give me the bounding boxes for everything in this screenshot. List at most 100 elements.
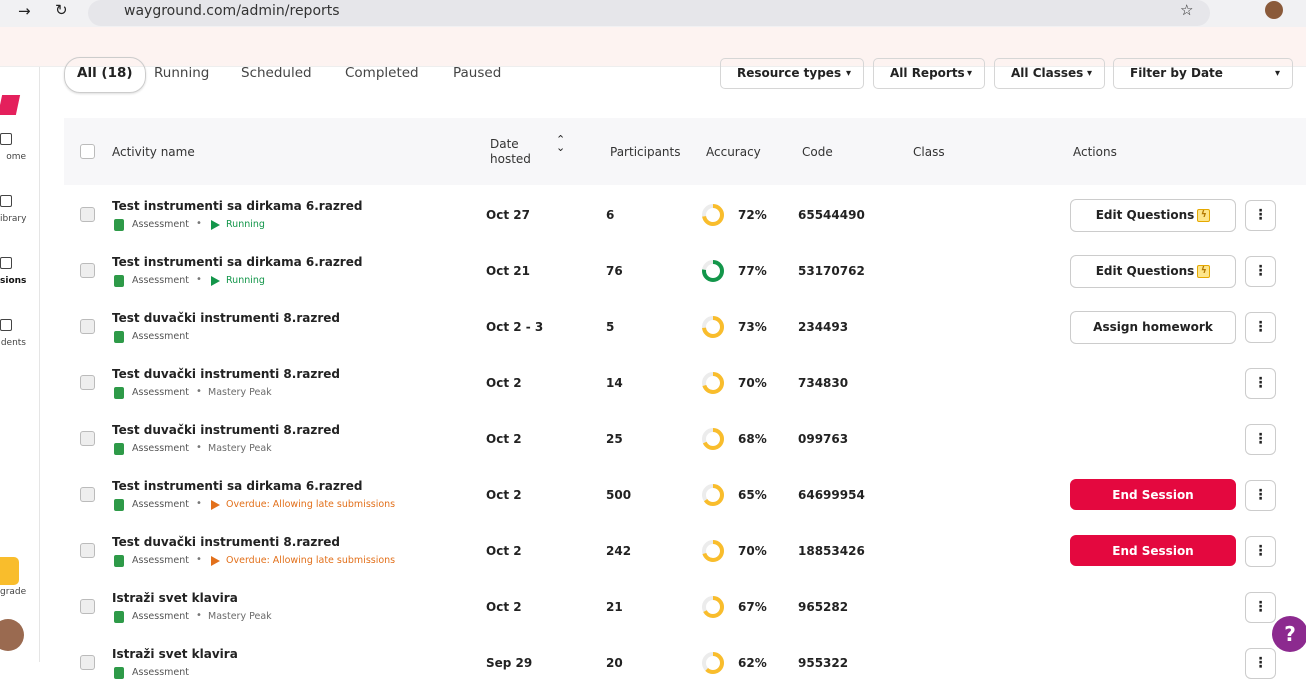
more-menu[interactable]: ⋮ [1245,256,1276,287]
separator-dot: • [196,274,202,285]
column-header: Date hosted [490,137,531,166]
activity-type: Assessment [132,443,189,454]
date-hosted: Oct 2 [486,488,522,502]
sort-icon[interactable]: ⌃ ⌄ [556,133,566,154]
more-menu[interactable]: ⋮ [1245,536,1276,567]
tab[interactable]: Paused [453,65,502,81]
more-menu[interactable]: ⋮ [1245,648,1276,679]
accuracy: 70% [738,376,767,390]
row-checkbox[interactable] [80,543,95,558]
action-button[interactable]: Edit Questions ϟ [1070,199,1236,232]
ring-arc [702,484,724,506]
select-all-checkbox[interactable] [80,144,95,159]
status-text: Overdue: Allowing late submissions [226,555,396,566]
type-icon [114,275,124,287]
row-checkbox[interactable] [80,375,95,390]
more-menu[interactable]: ⋮ [1245,368,1276,399]
activity-name[interactable]: Test duvački instrumenti 8.razred [112,423,340,437]
filter-dropdown[interactable]: Resource types ▾ [720,58,864,89]
action-button[interactable]: End Session [1070,479,1236,510]
activity-name[interactable]: Test instrumenti sa dirkama 6.razred [112,255,363,269]
sidebar-label[interactable]: sions [0,276,27,286]
activity-name[interactable]: Test duvački instrumenti 8.razred [112,367,340,381]
more-menu[interactable]: ⋮ [1245,312,1276,343]
bookmark-star[interactable]: ☆ [1180,1,1194,19]
action-button[interactable]: Edit Questions ϟ [1070,255,1236,288]
sidebar-label[interactable]: ome [6,152,26,162]
upgrade-label[interactable]: grade [0,587,27,597]
action-button[interactable]: End Session [1070,535,1236,566]
code: 65544490 [798,208,865,222]
participants: 6 [606,208,615,222]
row-checkbox[interactable] [80,655,95,670]
column-header: Class [913,145,945,159]
participants: 25 [606,432,623,446]
date-hosted: Oct 2 [486,376,522,390]
column-header: Code [802,145,833,159]
accuracy: 62% [738,656,767,670]
activity-name[interactable]: Test instrumenti sa dirkama 6.razred [112,479,363,493]
status-text: Running [226,219,265,230]
filter-dropdown[interactable]: Filter by Date ▾ [1113,58,1293,89]
accuracy: 73% [738,320,767,334]
tab[interactable]: Running [154,65,210,81]
bolt-icon: ϟ [1197,209,1211,222]
sidebar-label[interactable]: ibrary [0,214,27,224]
row-checkbox[interactable] [80,599,95,614]
tab[interactable]: Completed [345,65,419,81]
ring-arc [702,204,724,226]
column-header: Actions [1073,145,1117,159]
row-checkbox[interactable] [80,207,95,222]
tab[interactable]: Scheduled [241,65,312,81]
activity-name[interactable]: Istraži svet klavira [112,647,238,661]
activity-name[interactable]: Test instrumenti sa dirkama 6.razred [112,199,363,213]
more-menu[interactable]: ⋮ [1245,592,1276,623]
more-menu[interactable]: ⋮ [1245,480,1276,511]
sidebar-icon [0,133,12,145]
code: 965282 [798,600,849,614]
code: 53170762 [798,264,865,278]
row-checkbox[interactable] [80,431,95,446]
forward-button[interactable]: → [18,2,31,20]
date-hosted: Oct 2 - 3 [486,320,544,334]
date-hosted: Oct 27 [486,208,530,222]
tab[interactable]: All (18) [64,57,146,93]
activity-name[interactable]: Istraži svet klavira [112,591,238,605]
accuracy: 65% [738,488,767,502]
action-button[interactable]: Assign homework [1070,311,1236,344]
date-hosted: Oct 2 [486,600,522,614]
sidebar-label[interactable]: dents [0,338,26,348]
row-checkbox[interactable] [80,487,95,502]
more-menu[interactable]: ⋮ [1245,200,1276,231]
date-hosted: Oct 2 [486,432,522,446]
row-checkbox[interactable] [80,319,95,334]
type-icon [114,443,124,455]
address-bar[interactable]: wayground.com/admin/reports [88,0,1210,26]
action-label: Edit Questions [1095,208,1195,222]
status-text: Mastery Peak [208,387,272,398]
filter-dropdown[interactable]: All Classes ▾ [994,58,1105,89]
column-header: Activity name [112,145,195,159]
activity-name[interactable]: Test duvački instrumenti 8.razred [112,311,340,325]
separator-dot: • [196,610,202,621]
status-icon [211,276,220,286]
sidebar: ome ibrary sions dents grade [0,67,40,662]
row-checkbox[interactable] [80,263,95,278]
help-button[interactable]: ? [1272,616,1306,652]
activity-type: Assessment [132,667,189,678]
ring-arc [702,428,724,450]
participants: 5 [606,320,615,334]
profile-avatar[interactable] [1265,1,1283,19]
activity-name[interactable]: Test duvački instrumenti 8.razred [112,535,340,549]
more-menu[interactable]: ⋮ [1245,424,1276,455]
reload-button[interactable]: ↻ [55,1,68,19]
participants: 76 [606,264,623,278]
separator-dot: • [196,442,202,453]
type-icon [114,387,124,399]
code: 734830 [798,376,849,390]
filter-dropdown[interactable]: All Reports ▾ [873,58,985,89]
user-avatar [0,619,24,651]
accuracy-ring [702,316,724,338]
action-label: End Session [1112,488,1194,502]
